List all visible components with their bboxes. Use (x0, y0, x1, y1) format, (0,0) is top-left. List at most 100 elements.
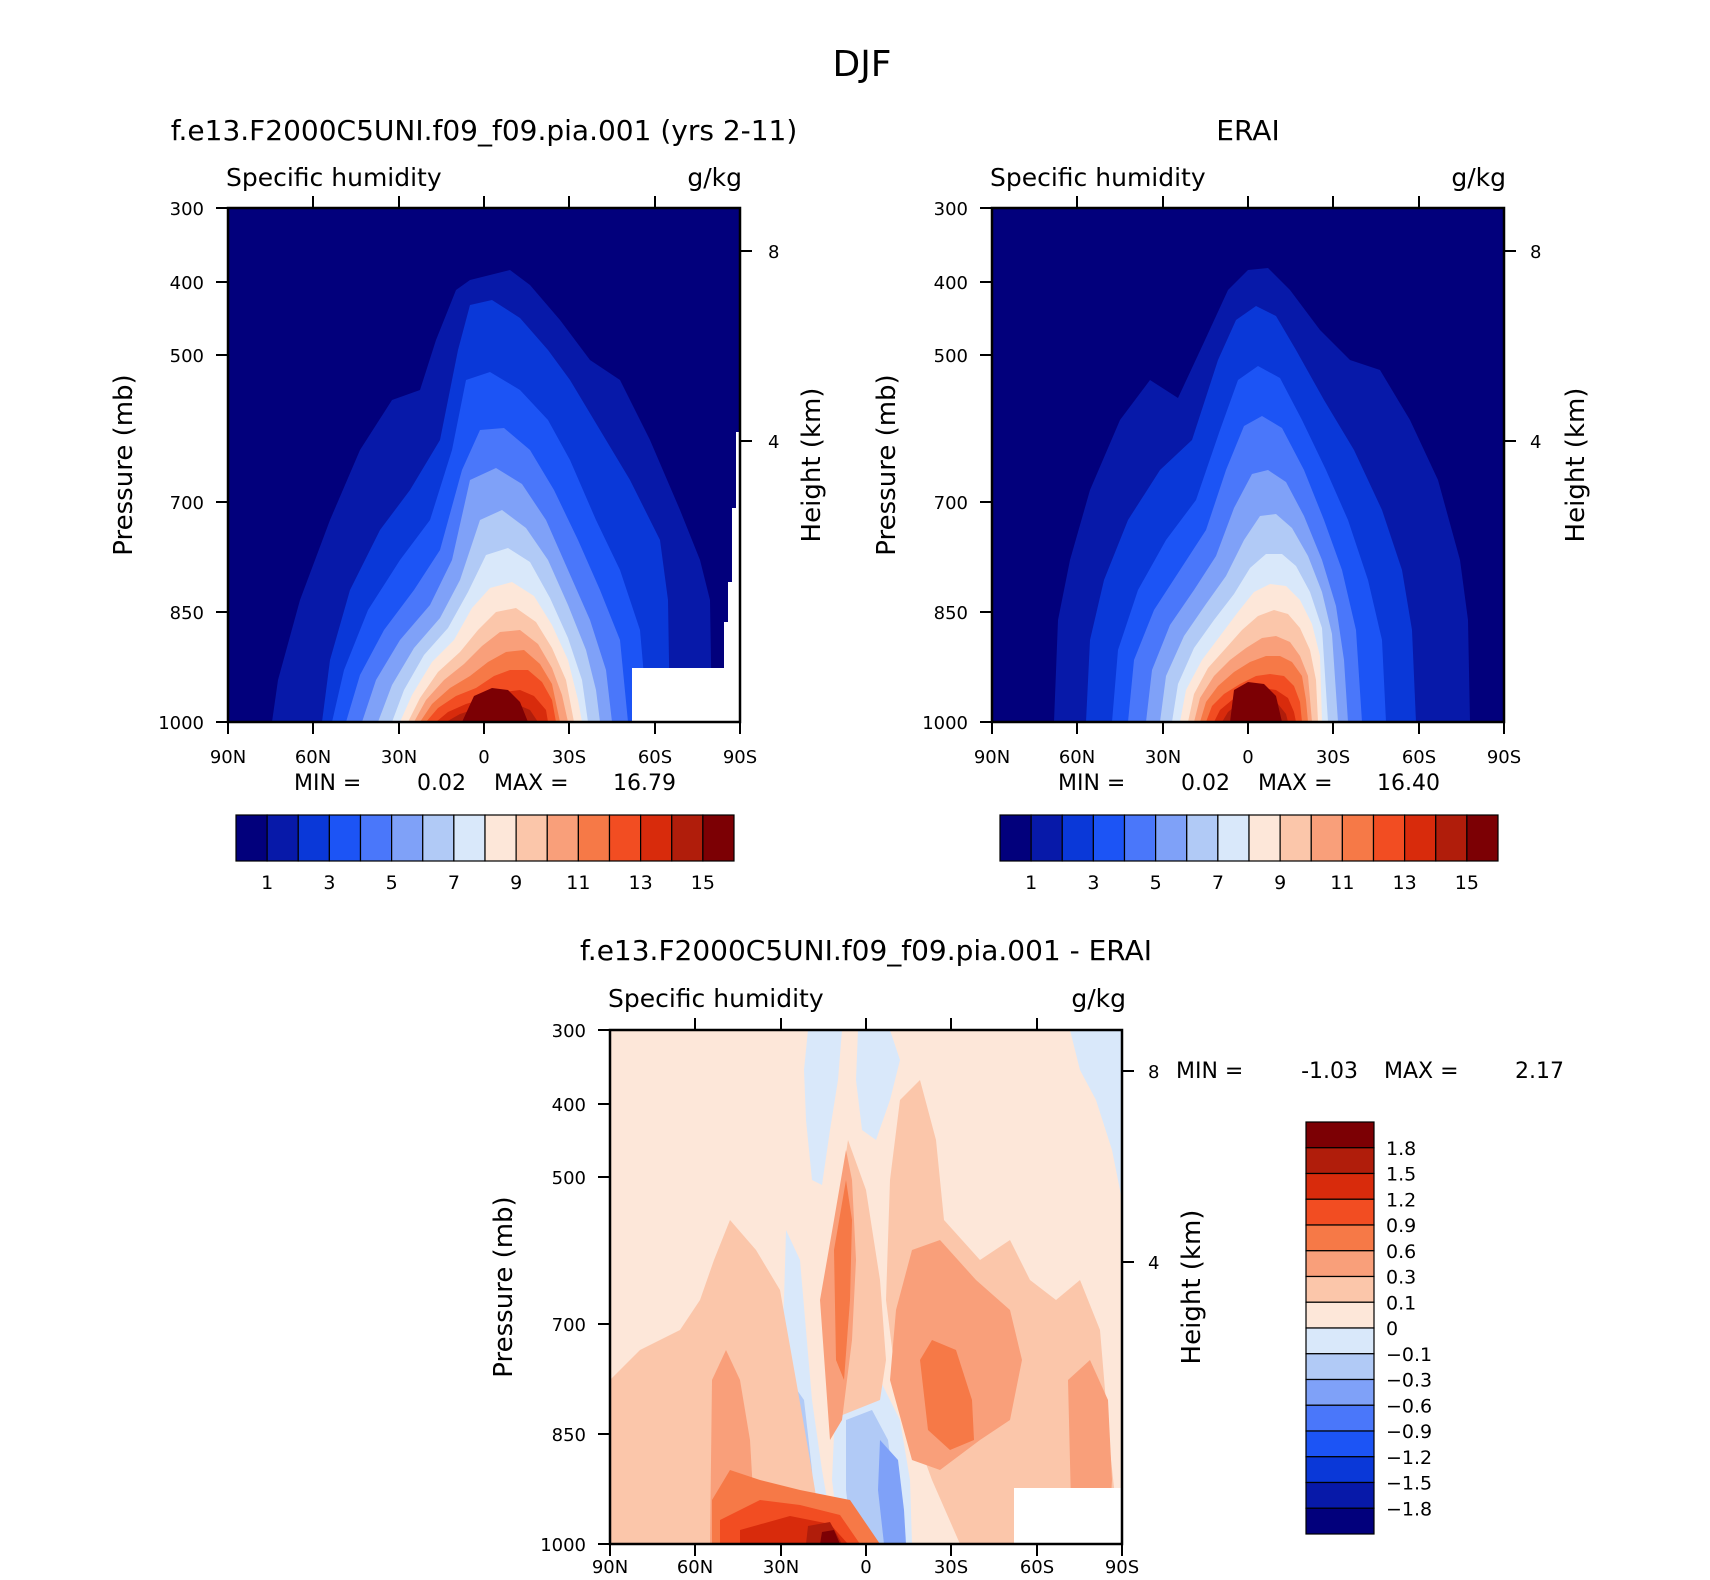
colorbar-label: 0 (1386, 1318, 1398, 1340)
y-tick-label: 500 (552, 1168, 586, 1189)
colorbar-box (1310, 814, 1343, 862)
y2-axis: 8 4 Height (km) (740, 242, 827, 542)
units-label: g/kg (687, 163, 742, 192)
colorbar-box (1305, 1430, 1375, 1458)
colorbar-box (1217, 814, 1250, 862)
variable-label: Specific humidity (990, 163, 1206, 192)
panel-title: ERAI (1216, 114, 1279, 147)
colorbar-box (1305, 1404, 1375, 1432)
y2-tick-label: 4 (1530, 432, 1541, 453)
colorbar-box (297, 814, 330, 862)
y-tick-label: 300 (170, 199, 204, 220)
x-tick-label: 30S (1316, 747, 1350, 768)
x-tick-label: 90N (974, 747, 1010, 768)
x-tick-label: 60S (1020, 1557, 1054, 1576)
colorbar-box (1305, 1327, 1375, 1355)
colorbar-box (1305, 1507, 1375, 1535)
panel-difference: f.e13.F2000C5UNI.f09_f09.pia.001 - ERAI … (489, 934, 1564, 1578)
colorbar-label: 0.9 (1386, 1215, 1416, 1237)
colorbar-label: 3 (323, 872, 335, 894)
units-label: g/kg (1071, 984, 1126, 1013)
colorbar-box (1186, 814, 1219, 862)
colorbar-box (577, 814, 611, 862)
colorbar-box (671, 814, 704, 862)
y-tick-label: 850 (934, 603, 968, 624)
colorbar-label: −0.6 (1386, 1395, 1432, 1417)
colorbar-label: −0.1 (1386, 1344, 1432, 1366)
colorbar-label: 1 (1025, 872, 1037, 894)
y-tick-label: 700 (552, 1315, 586, 1336)
x-tick-label: 90N (592, 1557, 628, 1576)
x-tick-label: 0 (1242, 747, 1253, 768)
x-tick-label: 30N (1145, 747, 1181, 768)
y2-axis: 8 4 Height (km) (1504, 242, 1591, 542)
min-max-stats: MIN = 0.02 MAX = 16.40 (1058, 771, 1440, 796)
colorbar-box (1248, 814, 1281, 862)
colorbar-box (640, 814, 673, 862)
y-axis: 300 400 500 700 850 1000 Pressure (mb) (489, 1021, 610, 1556)
units-label: g/kg (1451, 163, 1506, 192)
colorbar-box (1372, 814, 1406, 862)
max-value: 2.17 (1515, 1059, 1564, 1084)
colorbar-box (1123, 814, 1157, 862)
colorbar-box (1305, 1275, 1375, 1303)
colorbar-box (1030, 814, 1063, 862)
y-axis-label: Pressure (mb) (872, 374, 902, 555)
colorbar-label: 5 (1150, 872, 1162, 894)
colorbar-label: 0.1 (1386, 1292, 1416, 1314)
colorbar-label: 3 (1087, 872, 1099, 894)
colorbar-label: 15 (691, 872, 715, 894)
min-label: MIN = (294, 771, 361, 796)
colorbar-box (1279, 814, 1312, 862)
colorbar-box (702, 814, 735, 862)
y-tick-label: 850 (170, 603, 204, 624)
x-tick-label: 30S (934, 1557, 968, 1576)
colorbar-box (1305, 1481, 1375, 1509)
y-tick-label: 500 (934, 346, 968, 367)
y-tick-label: 850 (552, 1425, 586, 1446)
colorbar-box (1092, 814, 1126, 862)
colorbar-box (391, 814, 424, 862)
panel-title: f.e13.F2000C5UNI.f09_f09.pia.001 - ERAI (580, 934, 1152, 967)
y-axis-label: Pressure (mb) (489, 1196, 519, 1377)
colorbar-label: 5 (386, 872, 398, 894)
colorbar-box (328, 814, 362, 862)
y2-tick-label: 8 (1148, 1062, 1159, 1083)
y2-axis: 8 4 Height (km) (1122, 1062, 1207, 1364)
colorbar-box (546, 814, 579, 862)
colorbar-label: −0.3 (1386, 1370, 1432, 1392)
colorbar-box (1305, 1198, 1375, 1226)
diff-pos-0.6-0.9 (920, 1340, 974, 1450)
y2-axis-label: Height (km) (1177, 1210, 1207, 1365)
colorbar-label: 13 (1393, 872, 1417, 894)
contour-level-16 (462, 688, 528, 722)
panel-model: f.e13.F2000C5UNI.f09_f09.pia.001 (yrs 2-… (109, 114, 827, 894)
colorbar-box (422, 814, 455, 862)
plot-area (228, 208, 740, 722)
x-tick-label: 0 (478, 747, 489, 768)
x-tick-label: 90N (210, 747, 246, 768)
missing-data (632, 432, 740, 722)
colorbar-box (1305, 1353, 1375, 1381)
colorbar-label: 0.3 (1386, 1267, 1416, 1289)
colorbar-box (235, 814, 268, 862)
diff-pos-gt-1.8 (820, 1530, 840, 1544)
colorbar: 1 3 5 7 9 11 13 15 (235, 814, 735, 894)
colorbar-label: 9 (510, 872, 522, 894)
min-value: 0.02 (417, 771, 466, 796)
colorbar-label: −0.9 (1386, 1421, 1432, 1443)
plot-area (992, 208, 1504, 722)
panel-title: f.e13.F2000C5UNI.f09_f09.pia.001 (yrs 2-… (171, 114, 798, 147)
y2-tick-label: 4 (768, 432, 779, 453)
x-tick-label: 60N (1059, 747, 1095, 768)
colorbar-box (1341, 814, 1375, 862)
colorbar-box (1305, 1456, 1375, 1484)
y-axis: 300 400 500 700 850 1000 Pressure (mb) (109, 199, 228, 734)
colorbar-box (359, 814, 393, 862)
x-tick-label: 30S (552, 747, 586, 768)
colorbar-label: 15 (1455, 872, 1479, 894)
plot-area (610, 1030, 1122, 1544)
colorbar-label: 7 (448, 872, 460, 894)
diff-neg-0-1 (856, 1030, 900, 1140)
